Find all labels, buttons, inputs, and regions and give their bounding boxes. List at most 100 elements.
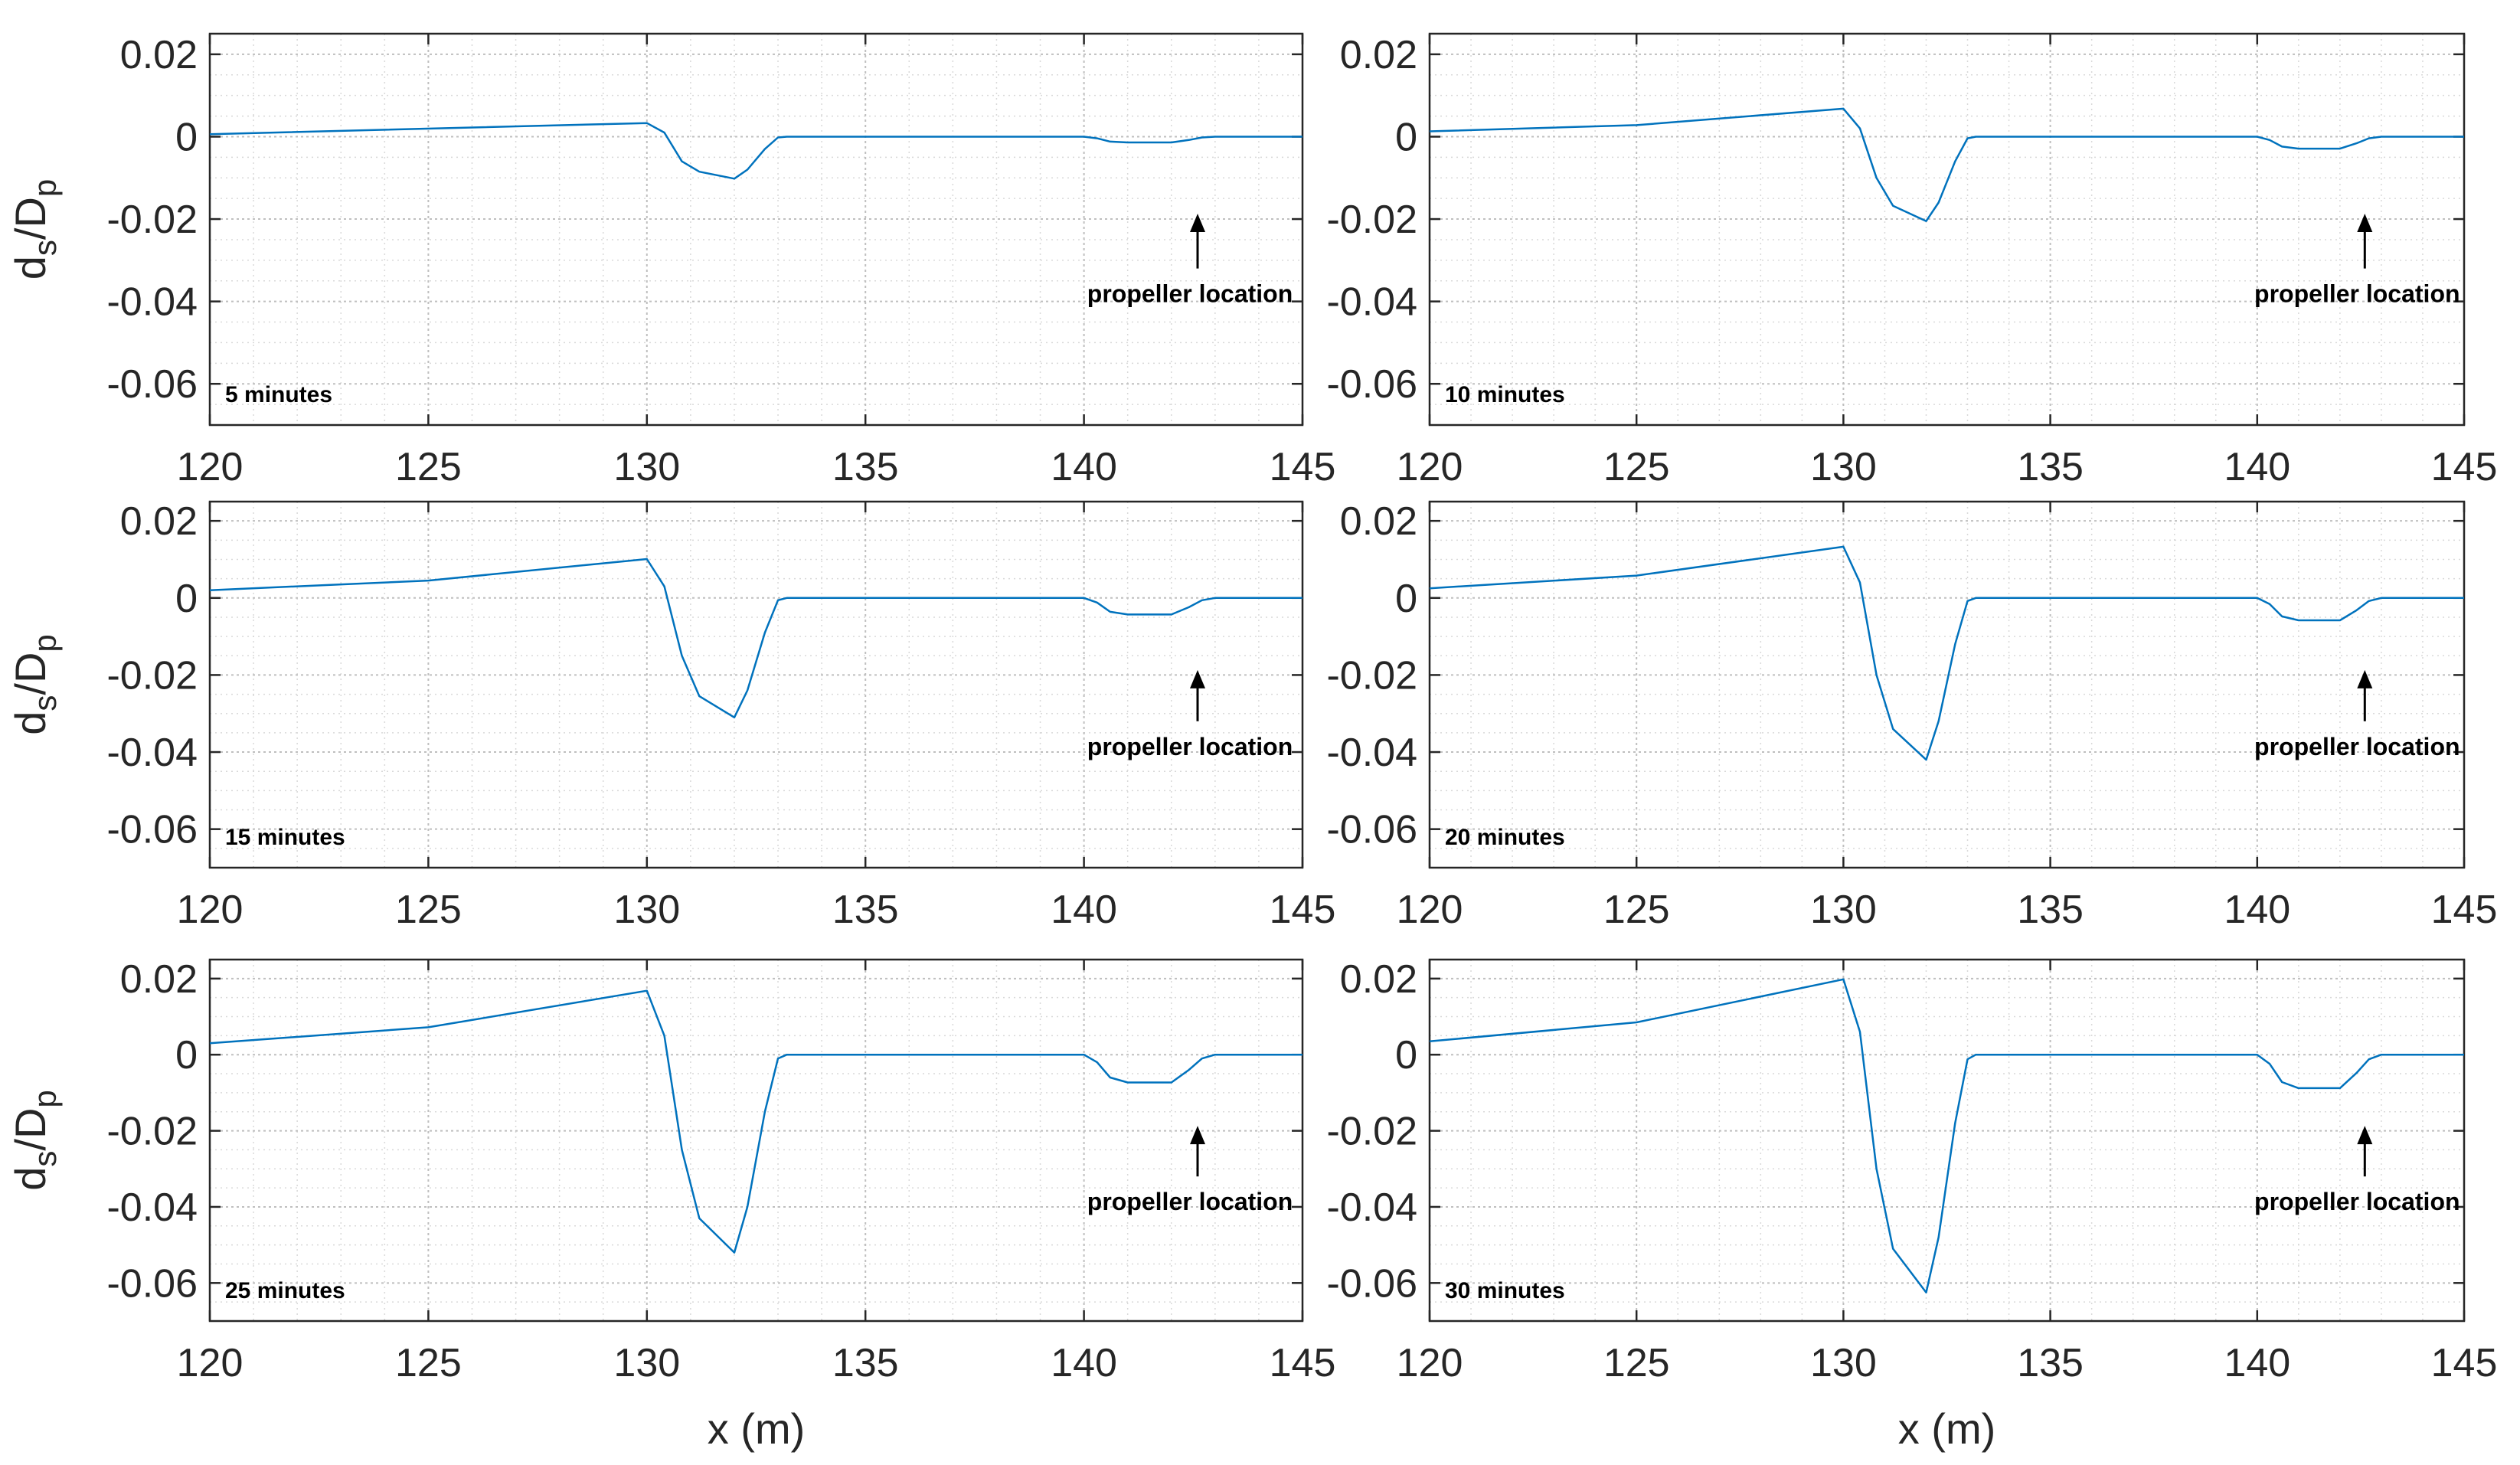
y-label-mid: /D xyxy=(6,652,54,695)
x-tick-label: 120 xyxy=(1397,1341,1463,1385)
series-line xyxy=(209,558,1302,719)
chart-panel-3: 120 125 130 135 140 145 0.02 0 -0.02 -0.04 -0.06 15… xyxy=(6,499,1335,932)
x-tick-label: 125 xyxy=(1603,888,1670,932)
x-tick-label: 135 xyxy=(832,1341,899,1385)
x-tick-label: 120 xyxy=(177,1341,244,1385)
x-tick-label: 145 xyxy=(1270,888,1336,932)
axes-box xyxy=(1428,958,2466,1323)
chart-panel-5: 120 125 130 135 140 145 0.02 0 -0.02 -0.04 -0.06 25… xyxy=(6,957,1335,1453)
series-line xyxy=(1429,545,2464,761)
x-tick-label: 135 xyxy=(2017,1341,2084,1385)
y-tick-label: -0.02 xyxy=(1326,1110,1417,1154)
x-tick-label: 135 xyxy=(2017,445,2084,489)
x-tick-label: 125 xyxy=(395,445,462,489)
annotation-arrow-head xyxy=(1190,214,1206,233)
x-tick-label: 125 xyxy=(395,888,462,932)
series-line xyxy=(1429,978,2464,1293)
x-tick-label: 120 xyxy=(177,445,244,489)
axes-box xyxy=(1428,32,2466,427)
y-label-mid: /D xyxy=(6,197,54,240)
y-tick-label: -0.04 xyxy=(106,731,198,775)
x-tick-label: 145 xyxy=(1270,1341,1336,1385)
axes-box xyxy=(208,500,1304,869)
x-tick-label: 135 xyxy=(832,445,899,489)
y-tick-label: -0.04 xyxy=(1326,1185,1417,1230)
y-axis-label: ds/Dp xyxy=(6,179,63,280)
y-tick-label: -0.02 xyxy=(1326,198,1417,242)
y-tick-label: -0.04 xyxy=(1326,731,1417,775)
x-tick-label: 130 xyxy=(1810,888,1877,932)
panel-time-label: 5 minutes xyxy=(225,382,332,407)
x-tick-label: 140 xyxy=(2224,888,2290,932)
series-line xyxy=(209,989,1302,1254)
x-tick-label: 130 xyxy=(613,888,680,932)
y-tick-label: 0 xyxy=(1395,1033,1417,1077)
panel-time-label: 10 minutes xyxy=(1445,382,1565,407)
x-tick-label: 135 xyxy=(2017,888,2084,932)
x-tick-label: 120 xyxy=(1397,445,1463,489)
chart-panel-6: 120 125 130 135 140 145 0.02 0 -0.02 -0.04 -0.06 30… xyxy=(1326,957,2497,1453)
x-tick-label: 140 xyxy=(2224,1341,2290,1385)
chart-panel-1: 120 125 130 135 140 145 0.02 0 -0.02 -0.04 -0.06 5 … xyxy=(6,32,1336,489)
axes-box xyxy=(208,32,1304,427)
annotation-text: propeller location xyxy=(1087,280,1293,308)
y-label-sub1: s xyxy=(27,240,63,256)
x-tick-label: 140 xyxy=(1051,445,1117,489)
y-label-mid: /D xyxy=(6,1108,54,1151)
panel-time-label: 25 minutes xyxy=(225,1278,345,1303)
y-tick-label: -0.04 xyxy=(1326,280,1417,325)
y-tick-label: -0.06 xyxy=(106,362,198,407)
x-tick-label: 135 xyxy=(832,888,899,932)
x-tick-label: 130 xyxy=(613,445,680,489)
y-tick-label: 0 xyxy=(175,577,198,621)
y-tick-label: 0.02 xyxy=(120,957,198,1002)
y-tick-label: 0.02 xyxy=(120,33,198,77)
y-label-sub2: p xyxy=(27,634,63,652)
annotation-arrow-head xyxy=(2357,669,2373,688)
annotation-text: propeller location xyxy=(2254,280,2460,308)
y-label-main: d xyxy=(6,711,54,735)
y-label-main: d xyxy=(6,256,54,280)
y-tick-label: -0.06 xyxy=(106,808,198,852)
x-tick-label: 145 xyxy=(1270,445,1336,489)
y-tick-label: 0.02 xyxy=(1340,499,1417,544)
annotation-arrow-head xyxy=(1190,1126,1206,1145)
x-tick-label: 125 xyxy=(1603,1341,1670,1385)
y-label-sub2: p xyxy=(27,1090,63,1107)
annotation-text: propeller location xyxy=(1087,1188,1293,1215)
x-tick-label: 145 xyxy=(2431,445,2498,489)
x-tick-label: 140 xyxy=(1051,1341,1117,1385)
x-tick-label: 130 xyxy=(1810,1341,1877,1385)
x-tick-label: 140 xyxy=(2224,445,2290,489)
y-label-sub2: p xyxy=(27,179,63,197)
y-axis-label: ds/Dp xyxy=(6,1090,63,1191)
x-axis-label: x (m) xyxy=(1898,1405,1996,1453)
chart-panel-2: 120 125 130 135 140 145 0.02 0 -0.02 -0.04 -0.06 10… xyxy=(1326,32,2498,489)
y-tick-label: 0 xyxy=(1395,115,1417,159)
y-tick-label: 0 xyxy=(175,115,198,159)
y-tick-label: -0.04 xyxy=(106,1185,198,1230)
x-axis-label: x (m) xyxy=(708,1405,806,1453)
x-tick-label: 130 xyxy=(613,1341,680,1385)
x-tick-label: 120 xyxy=(177,888,244,932)
y-tick-label: -0.06 xyxy=(106,1261,198,1306)
y-tick-label: -0.02 xyxy=(1326,653,1417,698)
x-tick-label: 145 xyxy=(2431,1341,2498,1385)
y-tick-label: -0.06 xyxy=(1326,362,1417,407)
y-tick-label: 0 xyxy=(175,1033,198,1077)
annotation-text: propeller location xyxy=(2254,1188,2460,1215)
y-label-sub1: s xyxy=(27,1151,63,1167)
x-tick-label: 140 xyxy=(1051,888,1117,932)
y-axis-label: ds/Dp xyxy=(6,634,63,735)
y-tick-label: -0.02 xyxy=(106,1110,198,1154)
chart-panel-4: 120 125 130 135 140 145 0.02 0 -0.02 -0.04 -0.06 20… xyxy=(1326,499,2497,932)
x-tick-label: 125 xyxy=(395,1341,462,1385)
x-tick-label: 130 xyxy=(1810,445,1877,489)
panel-time-label: 15 minutes xyxy=(225,825,345,850)
y-tick-label: -0.06 xyxy=(1326,1261,1417,1306)
series-line xyxy=(209,122,1302,180)
y-tick-label: -0.06 xyxy=(1326,808,1417,852)
axes-box xyxy=(208,958,1304,1323)
y-tick-label: -0.04 xyxy=(106,280,198,325)
y-tick-label: -0.02 xyxy=(106,653,198,698)
